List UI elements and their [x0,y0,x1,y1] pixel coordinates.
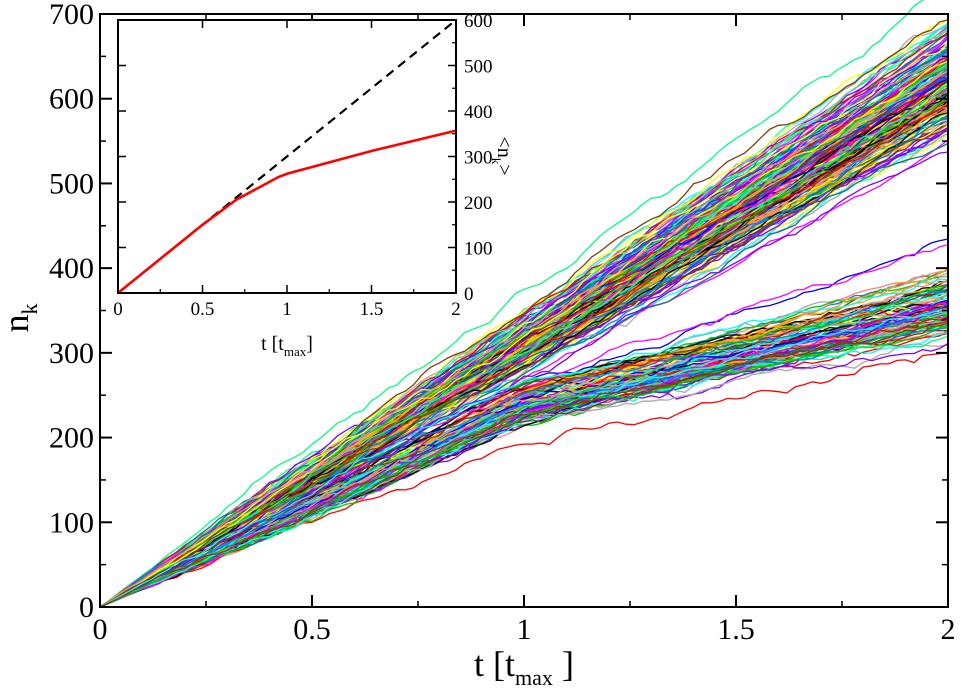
trajectory-line [99,285,949,608]
inset-y-tick-label: 400 [464,102,493,123]
trajectory-line [99,287,949,608]
trajectory-line [99,83,949,608]
trajectory-line [99,30,949,608]
main-y-tick-label: 500 [49,167,94,200]
trajectory-line [99,151,949,608]
trajectory-line [99,320,949,608]
main-y-tick-labels: 0 100 200 300 400 500 600 700 [49,0,94,624]
inset-y-tick-label: 0 [464,284,474,305]
main-x-tick-labels: 0 0.5 1 1.5 2 [93,613,956,646]
inset-x-tick-labels: 0 0.5 1 1.5 2 [113,299,461,320]
inset-x-tick-label: 0.5 [191,299,215,320]
main-x-tick-label: 0 [93,613,108,646]
main-x-tick-label: 2 [941,613,956,646]
main-y-tick-label: 400 [49,252,94,285]
trajectory-line [99,42,949,608]
main-x-tick-label: 0.5 [293,613,331,646]
main-y-axis-label: nk [0,304,42,333]
inset-y-axis-label: <nk> [489,136,515,175]
trajectory-line [99,41,949,608]
inset-series-lines [117,19,457,295]
main-y-tick-label: 100 [49,506,94,539]
inset-chart: 0 0.5 1 1.5 2 0 100 200 300 400 500 600 t [tmax] <… [113,11,515,359]
inset-y-tick-label: 500 [464,57,493,78]
inset-axis-ticks [117,19,457,294]
main-trajectory-lines [99,0,949,608]
main-y-tick-label: 200 [49,422,94,455]
inset-x-tick-label: 2 [451,299,461,320]
trajectory-line [99,129,949,608]
trajectory-line [99,47,949,608]
main-x-tick-label: 1 [517,613,532,646]
trajectory-line [99,60,949,608]
trajectory-line [99,53,949,608]
main-x-axis-label: t [tmax ] [474,644,574,690]
trajectory-line [99,67,949,608]
main-y-tick-label: 700 [49,0,94,31]
main-y-tick-label: 300 [49,337,94,370]
trajectory-line [99,322,949,608]
inset-y-tick-label: 600 [464,11,493,32]
inset-x-axis-label: t [tmax] [261,333,313,359]
main-y-tick-label: 0 [79,591,94,624]
main-y-tick-label: 600 [49,83,94,116]
inset-x-tick-label: 1 [282,299,292,320]
trajectory-line [99,278,949,608]
inset-x-tick-label: 1.5 [360,299,384,320]
trajectory-line [99,0,924,608]
trajectory-line [99,308,949,608]
trajectory-line [99,305,949,608]
inset-y-tick-label: 200 [464,193,493,214]
inset-y-tick-label: 300 [464,148,493,169]
inset-mean-line [117,129,457,295]
inset-y-tick-label: 100 [464,239,493,260]
inset-x-tick-label: 0 [113,299,123,320]
inset-y-tick-labels: 0 100 200 300 400 500 600 [464,11,493,305]
main-x-tick-label: 1.5 [717,613,755,646]
inset-extrapolation-dashed-line [117,19,457,294]
